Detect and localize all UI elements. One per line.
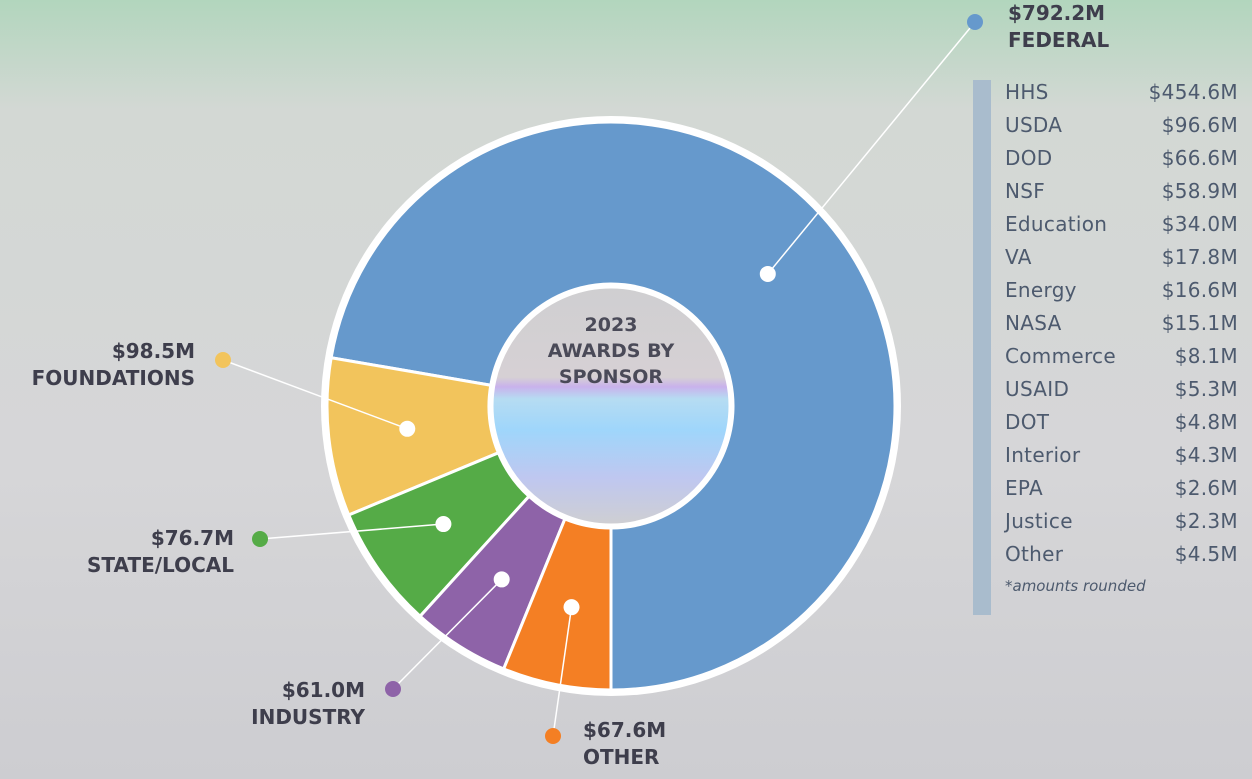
side-bar xyxy=(973,80,991,615)
breakdown: HHS $454.6M USDA $96.6M DOD $66.6M NSF $58.9M Ed… xyxy=(1005,76,1238,595)
slice-value-label: $67.6M xyxy=(583,718,666,742)
breakdown-row: Interior $4.3M xyxy=(1005,439,1238,472)
legend-dot xyxy=(252,531,268,547)
agency-name: DOT xyxy=(1005,410,1050,434)
leader-dot xyxy=(493,571,510,588)
agency-amount: $5.3M xyxy=(1174,377,1238,401)
legend-dot xyxy=(385,681,401,697)
center-circle xyxy=(488,283,734,529)
slice-category-label: INDUSTRY xyxy=(251,705,365,729)
slice-category-label: STATE/LOCAL xyxy=(87,553,234,577)
agency-amount: $96.6M xyxy=(1161,113,1238,137)
agency-name: HHS xyxy=(1005,80,1049,104)
agency-amount: $16.6M xyxy=(1161,278,1238,302)
leader-line xyxy=(259,523,444,540)
breakdown-row: Commerce $8.1M xyxy=(1005,340,1238,373)
slice-value-label: $792.2M xyxy=(1008,1,1105,25)
agency-name: Interior xyxy=(1005,443,1081,467)
agency-amount: $58.9M xyxy=(1161,179,1238,203)
leader-dot xyxy=(563,599,580,616)
slice-value-label: $61.0M xyxy=(282,678,365,702)
legend-dot xyxy=(545,728,561,744)
breakdown-row: NASA $15.1M xyxy=(1005,307,1238,340)
breakdown-row: DOT $4.8M xyxy=(1005,406,1238,439)
breakdown-row: USAID $5.3M xyxy=(1005,373,1238,406)
slice-category-label: FOUNDATIONS xyxy=(32,366,195,390)
breakdown-row: Energy $16.6M xyxy=(1005,274,1238,307)
note: *amounts rounded xyxy=(1005,577,1146,595)
agency-name: DOD xyxy=(1005,146,1053,170)
slice-category-label: FEDERAL xyxy=(1008,28,1109,52)
agency-amount: $15.1M xyxy=(1161,311,1238,335)
leader-line xyxy=(767,21,976,275)
breakdown-row: HHS $454.6M xyxy=(1005,76,1238,109)
agency-amount: $17.8M xyxy=(1161,245,1238,269)
agency-name: USAID xyxy=(1005,377,1070,401)
agency-amount: $2.3M xyxy=(1174,509,1238,533)
agency-name: VA xyxy=(1005,245,1032,269)
breakdown-row: NSF $58.9M xyxy=(1005,175,1238,208)
slice-value-label: $98.5M xyxy=(112,339,195,363)
breakdown-row: Other $4.5M xyxy=(1005,538,1238,571)
agency-name: Justice xyxy=(1005,509,1073,533)
leader-line xyxy=(222,359,408,430)
legend-dot xyxy=(215,352,231,368)
breakdown-row: Justice $2.3M xyxy=(1005,505,1238,538)
chart-title: 2023 AWARDS BY SPONSOR xyxy=(547,314,675,388)
agency-amount: $8.1M xyxy=(1174,344,1238,368)
agency-amount: $4.8M xyxy=(1174,410,1238,434)
agency-name: EPA xyxy=(1005,476,1043,500)
agency-amount: $4.5M xyxy=(1174,542,1238,566)
leader-dot xyxy=(399,420,416,437)
slice-value-label: $76.7M xyxy=(151,526,234,550)
agency-amount: $4.3M xyxy=(1174,443,1238,467)
legend-dot xyxy=(967,14,983,30)
agency-amount: $66.6M xyxy=(1161,146,1238,170)
breakdown-row: VA $17.8M xyxy=(1005,241,1238,274)
agency-amount: $2.6M xyxy=(1174,476,1238,500)
leader-dot xyxy=(435,516,452,533)
agency-amount: $34.0M xyxy=(1161,212,1238,236)
leader-line xyxy=(552,607,573,737)
agency-name: Commerce xyxy=(1005,344,1116,368)
leader-line xyxy=(392,578,503,690)
agency-name: Education xyxy=(1005,212,1108,236)
breakdown-row: Education $34.0M xyxy=(1005,208,1238,241)
agency-name: Energy xyxy=(1005,278,1077,302)
leader-dot xyxy=(759,265,776,282)
agency-name: Other xyxy=(1005,542,1064,566)
breakdown-row: USDA $96.6M xyxy=(1005,109,1238,142)
agency-name: USDA xyxy=(1005,113,1063,137)
breakdown-row: EPA $2.6M xyxy=(1005,472,1238,505)
slice-category-label: OTHER xyxy=(583,745,659,769)
agency-name: NASA xyxy=(1005,311,1062,335)
agency-amount: $454.6M xyxy=(1148,80,1238,104)
agency-name: NSF xyxy=(1005,179,1046,203)
breakdown-row: DOD $66.6M xyxy=(1005,142,1238,175)
